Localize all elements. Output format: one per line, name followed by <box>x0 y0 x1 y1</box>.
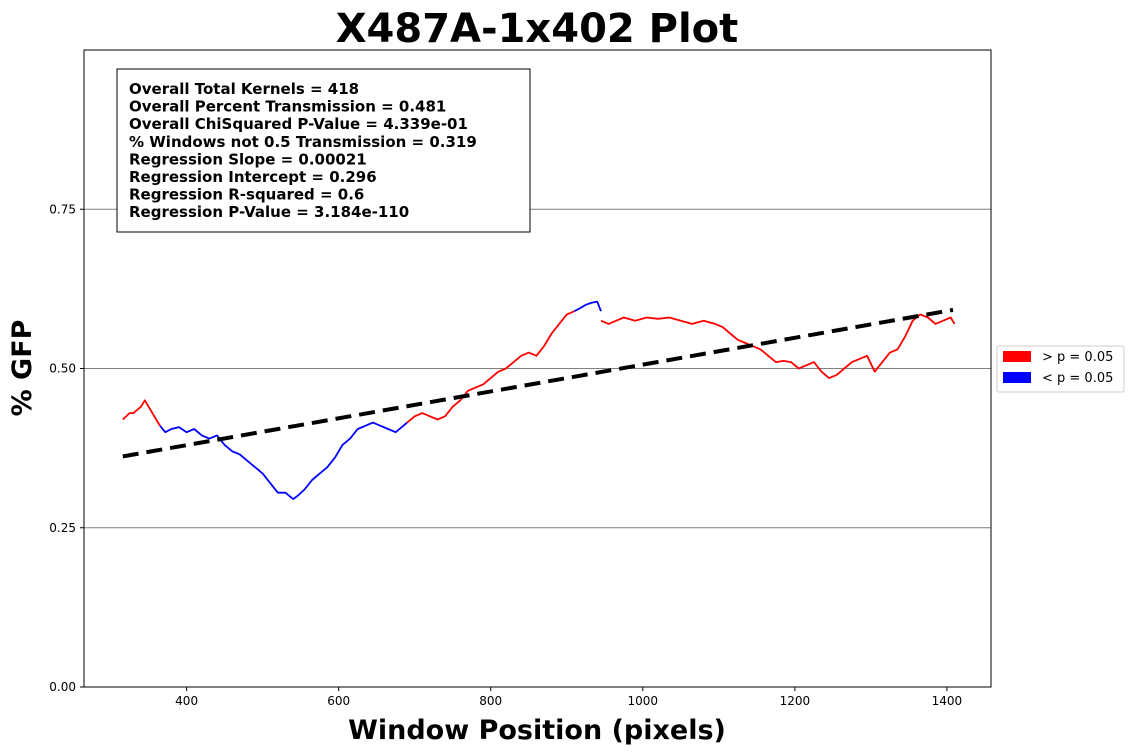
regression-line <box>122 307 954 459</box>
x-tick-label-1: 600 <box>327 694 350 708</box>
series-line-0 <box>122 399 161 427</box>
y-axis-label: % GFP <box>7 320 38 417</box>
legend-swatch-0 <box>1003 351 1031 362</box>
x-tick-label-0: 400 <box>175 694 198 708</box>
legend-label-1: < p = 0.05 <box>1042 371 1113 386</box>
y-tick-label-2: 0.50 <box>49 362 76 376</box>
y-tick-label-3: 0.75 <box>49 202 76 216</box>
chart-title: X487A-1x402 Plot <box>336 6 739 52</box>
stats-line-5: Regression Intercept = 0.296 <box>129 168 377 186</box>
legend-label-0: > p = 0.05 <box>1042 350 1113 365</box>
data-series <box>122 300 956 501</box>
legend-items: > p = 0.05 < p = 0.05 <box>1003 350 1113 386</box>
series-line-1 <box>159 421 408 501</box>
legend: > p = 0.05 < p = 0.05 <box>996 345 1125 393</box>
stats-line-2: Overall ChiSquared P-Value = 4.339e-01 <box>129 115 468 133</box>
series-line-2 <box>406 310 575 424</box>
stats-line-1: Overall Percent Transmission = 0.481 <box>129 98 446 116</box>
legend-swatch-1 <box>1003 372 1031 383</box>
stats-line-0: Overall Total Kernels = 418 <box>129 80 359 98</box>
regression-line-group <box>122 307 954 459</box>
stats-box-frame <box>116 68 531 233</box>
x-tick-label-4: 1200 <box>780 694 811 708</box>
x-tick-label-3: 1000 <box>628 694 659 708</box>
y-tick-label-1: 0.25 <box>49 521 76 535</box>
y-axis-ticks: 0.00 0.25 0.50 0.75 <box>49 202 84 694</box>
series-line-3 <box>573 300 602 312</box>
series-line-4 <box>600 313 956 380</box>
stats-line-7: Regression P-Value = 3.184e-110 <box>129 203 409 221</box>
y-tick-label-0: 0.00 <box>49 680 76 694</box>
stats-line-3: % Windows not 0.5 Transmission = 0.319 <box>129 133 477 151</box>
x-axis-ticks: 400 600 800 1000 1200 1400 <box>175 687 962 708</box>
stats-line-6: Regression R-squared = 0.6 <box>129 186 364 204</box>
x-tick-label-5: 1400 <box>932 694 963 708</box>
x-tick-label-2: 800 <box>479 694 502 708</box>
stats-line-4: Regression Slope = 0.00021 <box>129 150 367 168</box>
x-axis-label: Window Position (pixels) <box>348 715 726 746</box>
